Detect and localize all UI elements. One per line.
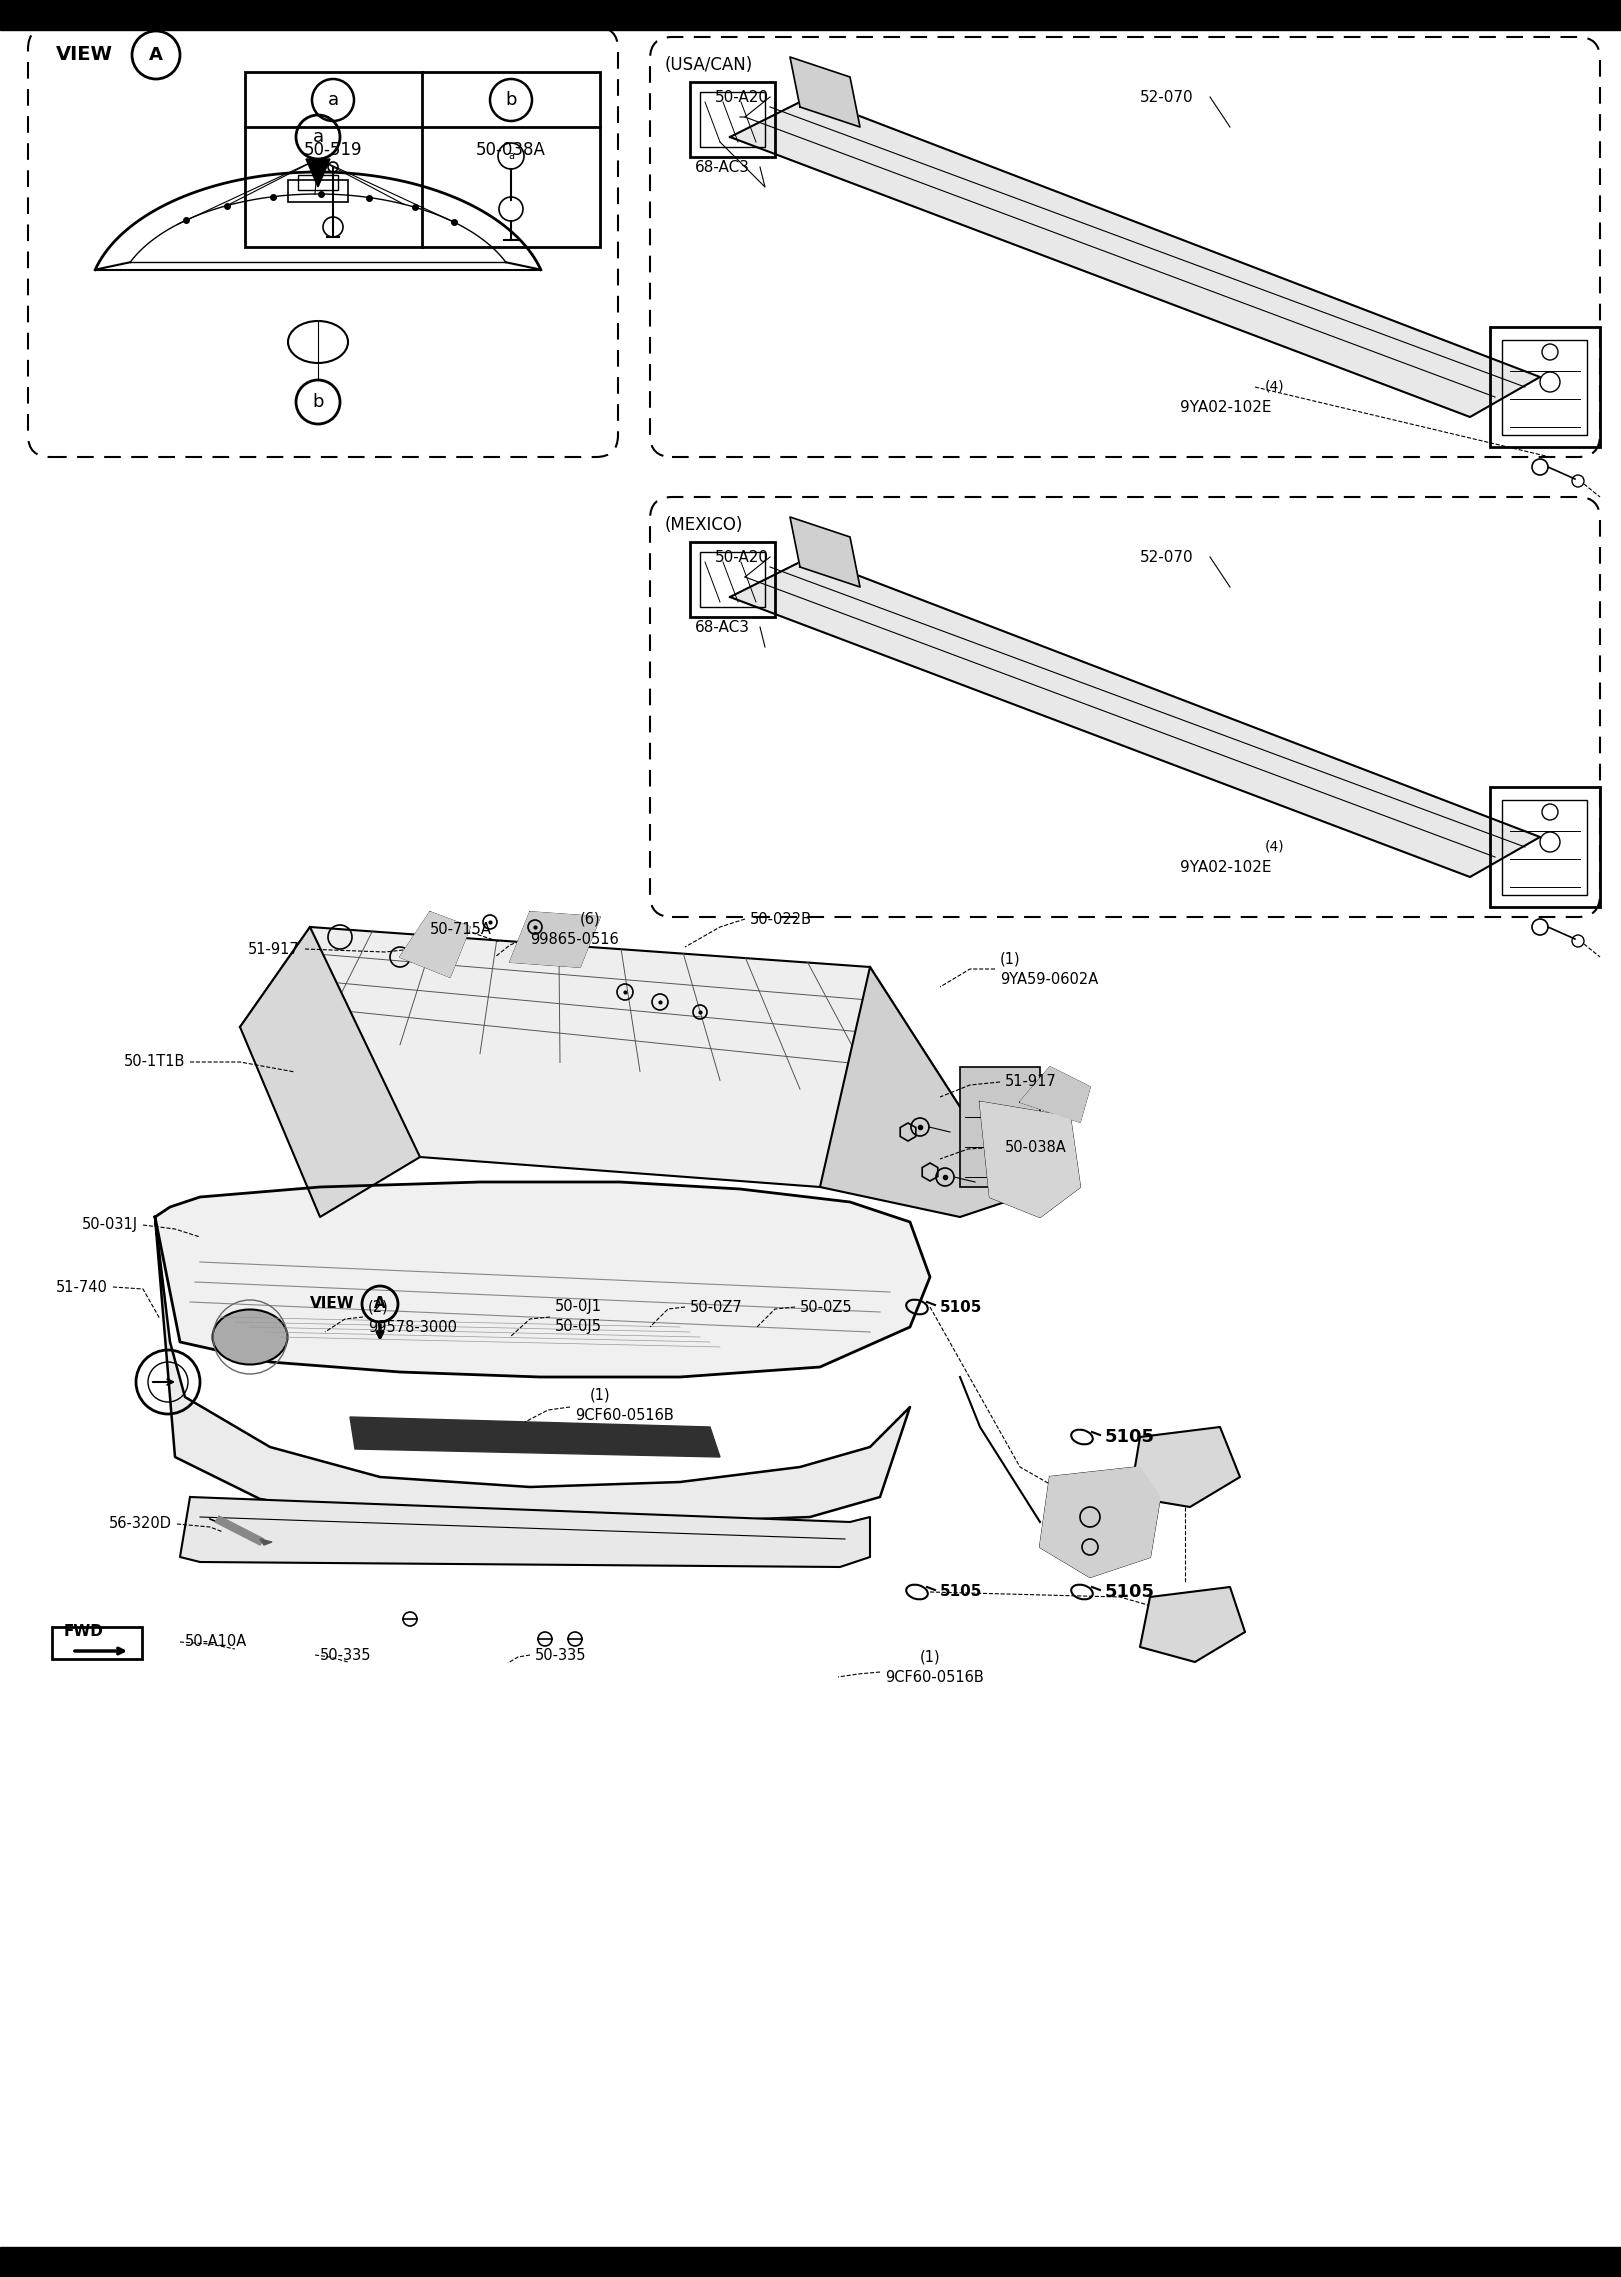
Text: (1): (1) bbox=[1000, 952, 1021, 965]
Polygon shape bbox=[981, 1102, 1080, 1216]
Text: 50-519: 50-519 bbox=[303, 141, 361, 159]
Text: a: a bbox=[507, 150, 514, 162]
Polygon shape bbox=[729, 558, 1540, 877]
Polygon shape bbox=[180, 1496, 870, 1567]
Text: 5105: 5105 bbox=[1106, 1583, 1156, 1601]
Text: a: a bbox=[313, 128, 324, 146]
Bar bbox=[1503, 799, 1587, 895]
Polygon shape bbox=[216, 1516, 264, 1546]
Bar bbox=[1490, 328, 1600, 446]
Polygon shape bbox=[1020, 1068, 1089, 1123]
Text: 50-0Z7: 50-0Z7 bbox=[691, 1300, 742, 1314]
Text: FWD: FWD bbox=[63, 1624, 104, 1639]
Polygon shape bbox=[240, 927, 960, 1186]
Text: 50-0Z5: 50-0Z5 bbox=[801, 1300, 853, 1314]
Polygon shape bbox=[156, 1216, 909, 1521]
Polygon shape bbox=[789, 57, 861, 128]
Text: 9YA02-102E: 9YA02-102E bbox=[1180, 858, 1271, 874]
Text: (1): (1) bbox=[590, 1387, 611, 1403]
Text: 5105: 5105 bbox=[1106, 1428, 1156, 1446]
Text: 51-917: 51-917 bbox=[1005, 1075, 1057, 1088]
Bar bbox=[700, 551, 765, 608]
Text: A: A bbox=[374, 1296, 386, 1312]
Bar bbox=[0, 0, 1621, 30]
Text: 50-0J5: 50-0J5 bbox=[554, 1318, 601, 1334]
Polygon shape bbox=[729, 98, 1540, 417]
Text: 50-A20: 50-A20 bbox=[715, 89, 768, 105]
Text: 52-070: 52-070 bbox=[1140, 89, 1193, 105]
Bar bbox=[298, 175, 339, 189]
Polygon shape bbox=[789, 517, 861, 587]
Text: 50-335: 50-335 bbox=[319, 1649, 371, 1662]
Bar bbox=[960, 1068, 1041, 1186]
Text: b: b bbox=[506, 91, 517, 109]
Text: 99865-0516: 99865-0516 bbox=[530, 931, 619, 947]
Text: (6): (6) bbox=[580, 911, 601, 927]
Bar bbox=[691, 82, 775, 157]
Polygon shape bbox=[1041, 1466, 1161, 1578]
Bar bbox=[52, 1628, 143, 1660]
Text: 68-AC3: 68-AC3 bbox=[695, 619, 751, 635]
Text: 56-320D: 56-320D bbox=[109, 1516, 172, 1532]
Text: 5105: 5105 bbox=[940, 1585, 982, 1598]
Text: VIEW: VIEW bbox=[57, 46, 113, 64]
Polygon shape bbox=[400, 913, 470, 977]
Text: VIEW: VIEW bbox=[310, 1296, 355, 1312]
Text: 50-031J: 50-031J bbox=[83, 1218, 138, 1232]
Text: (2): (2) bbox=[368, 1300, 389, 1314]
Polygon shape bbox=[1140, 1587, 1245, 1662]
Text: 50-715A: 50-715A bbox=[430, 922, 491, 936]
Polygon shape bbox=[306, 159, 331, 187]
Polygon shape bbox=[259, 1539, 272, 1546]
Text: 9CF60-0516B: 9CF60-0516B bbox=[575, 1407, 674, 1423]
Text: 50-038A: 50-038A bbox=[477, 141, 546, 159]
Text: A: A bbox=[149, 46, 164, 64]
Text: 50-022B: 50-022B bbox=[751, 911, 812, 927]
Bar bbox=[700, 91, 765, 148]
Text: 50-1T1B: 50-1T1B bbox=[123, 1054, 185, 1070]
Bar bbox=[1490, 788, 1600, 906]
Text: 50-335: 50-335 bbox=[535, 1649, 587, 1662]
Text: 68-AC3: 68-AC3 bbox=[695, 159, 751, 175]
Text: 5105: 5105 bbox=[940, 1300, 982, 1314]
Text: 51-740: 51-740 bbox=[57, 1280, 109, 1296]
Polygon shape bbox=[820, 968, 1050, 1216]
Text: (MEXICO): (MEXICO) bbox=[665, 517, 744, 535]
Text: 99578-3000: 99578-3000 bbox=[368, 1318, 457, 1334]
Polygon shape bbox=[350, 1416, 720, 1457]
Text: (USA/CAN): (USA/CAN) bbox=[665, 57, 754, 73]
Polygon shape bbox=[511, 913, 600, 968]
Text: 51-917: 51-917 bbox=[248, 940, 300, 956]
Polygon shape bbox=[156, 1182, 930, 1378]
Polygon shape bbox=[240, 927, 420, 1216]
Polygon shape bbox=[1130, 1428, 1240, 1507]
Text: 50-A10A: 50-A10A bbox=[185, 1635, 248, 1649]
Bar bbox=[0, 2247, 1621, 2277]
Bar bbox=[990, 1136, 1015, 1157]
Text: 9CF60-0516B: 9CF60-0516B bbox=[885, 1669, 984, 1685]
Text: (4): (4) bbox=[1264, 380, 1284, 394]
Text: b: b bbox=[313, 394, 324, 412]
Bar bbox=[1503, 339, 1587, 435]
Text: 50-0J1: 50-0J1 bbox=[554, 1300, 601, 1314]
Bar bbox=[245, 73, 600, 246]
Text: 52-070: 52-070 bbox=[1140, 549, 1193, 565]
Text: 50-038A: 50-038A bbox=[1005, 1138, 1067, 1154]
Text: (4): (4) bbox=[1264, 840, 1284, 854]
Bar bbox=[289, 180, 349, 203]
Text: a: a bbox=[327, 91, 339, 109]
Text: 50-A20: 50-A20 bbox=[715, 549, 768, 565]
Bar bbox=[691, 542, 775, 617]
Ellipse shape bbox=[212, 1309, 287, 1364]
Text: 9YA59-0602A: 9YA59-0602A bbox=[1000, 972, 1099, 986]
Text: 9YA02-102E: 9YA02-102E bbox=[1180, 398, 1271, 414]
Text: (1): (1) bbox=[921, 1649, 940, 1664]
